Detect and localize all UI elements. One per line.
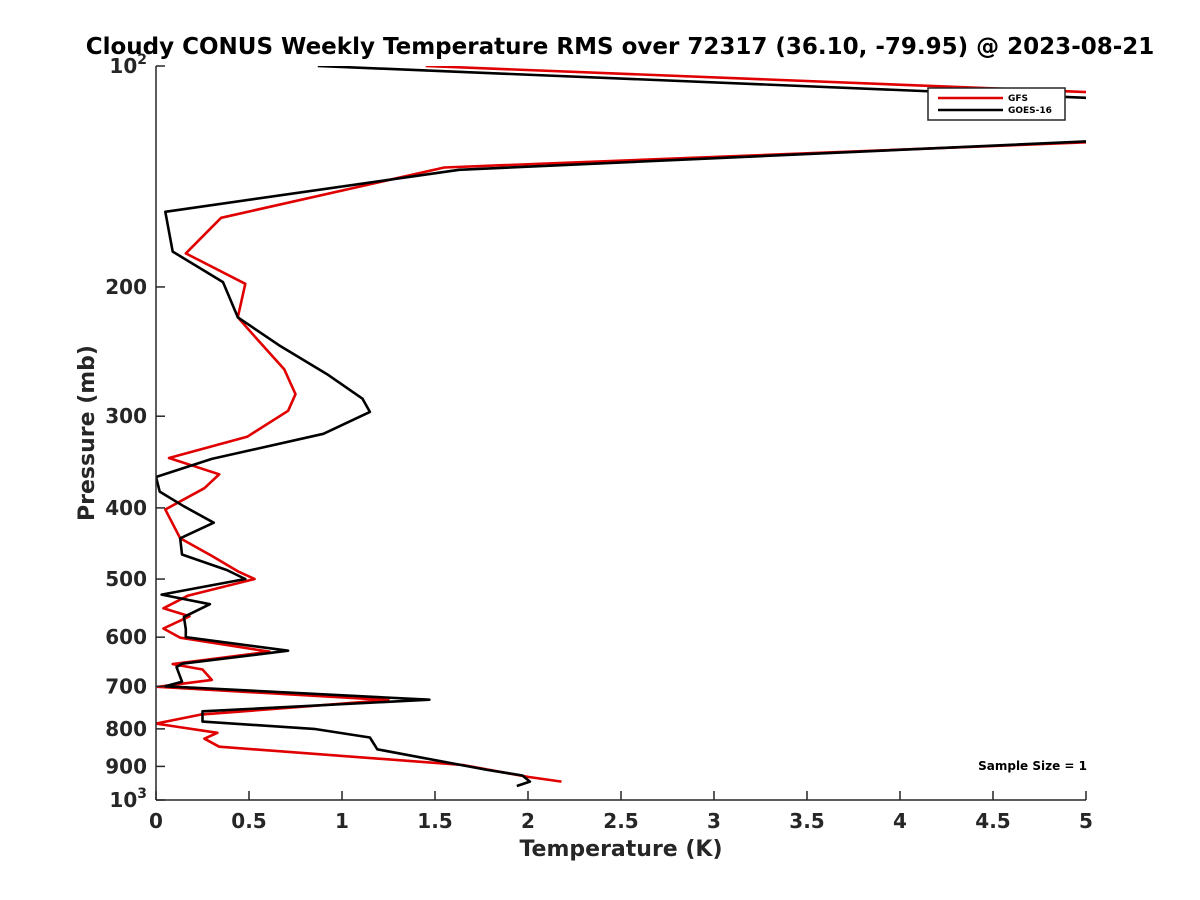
sample-size-annotation: Sample Size = 1	[978, 759, 1087, 773]
y-tick-label: 103	[109, 786, 147, 812]
x-tick-label: 3.5	[789, 809, 824, 833]
x-axis-label: Temperature (K)	[519, 837, 722, 862]
legend-goes16-label: GOES-16	[1008, 106, 1052, 116]
x-tick-label: 2.5	[603, 809, 638, 833]
x-tick-label: 3	[707, 809, 721, 833]
y-tick-label: 200	[105, 275, 147, 299]
y-tick-label: 900	[105, 754, 147, 778]
legend-box	[927, 87, 1066, 121]
y-tick-label: 102	[109, 52, 147, 78]
y-axis-label: Pressure (mb)	[75, 345, 100, 521]
x-tick-label: 1	[335, 809, 349, 833]
x-tick-label: 4	[893, 809, 907, 833]
x-ticks: 0 0.5 1 1.5 2 2.5 3 3.5 4 4.5 5	[149, 791, 1093, 833]
legend: GFS GOES-16	[927, 87, 1066, 121]
y-tick-label: 300	[105, 404, 147, 428]
legend-gfs-label: GFS	[1008, 94, 1028, 104]
x-tick-label: 2	[521, 809, 535, 833]
y-tick-label: 500	[105, 567, 147, 591]
y-tick-label: 400	[105, 496, 147, 520]
x-tick-label: 0.5	[231, 809, 266, 833]
series-line-goes-16	[156, 66, 1086, 788]
x-tick-label: 0	[149, 809, 163, 833]
y-ticks: 102 200 300 400 500 600 700 800 900 103	[105, 52, 165, 812]
x-tick-label: 4.5	[975, 809, 1010, 833]
y-tick-label: 800	[105, 717, 147, 741]
y-tick-label: 700	[105, 674, 147, 698]
chart-title: Cloudy CONUS Weekly Temperature RMS over…	[86, 34, 1155, 60]
series-layer	[156, 66, 1086, 788]
series-line-gfs	[156, 66, 1086, 783]
x-tick-label: 1.5	[417, 809, 452, 833]
y-tick-label: 600	[105, 625, 147, 649]
x-tick-label: 5	[1079, 809, 1093, 833]
